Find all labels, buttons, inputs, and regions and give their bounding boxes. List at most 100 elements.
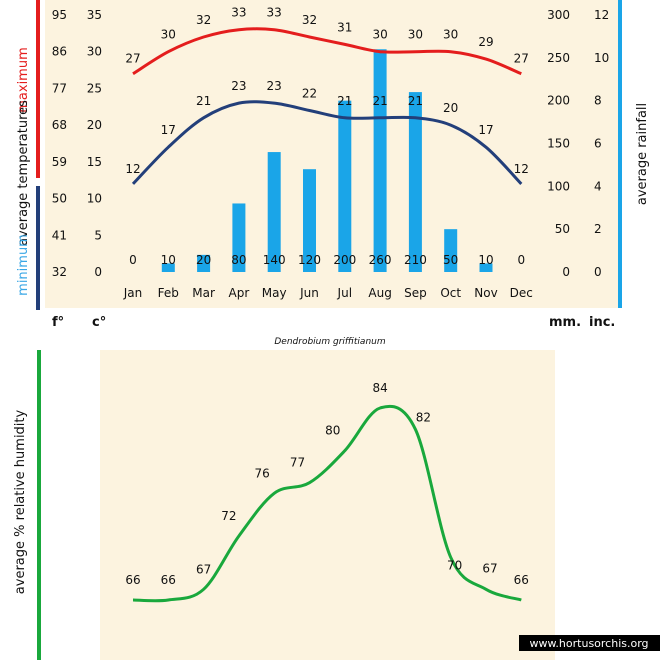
humidity-label: 66 <box>514 573 529 587</box>
rainfall-bar <box>232 203 246 272</box>
rainfall-label: 50 <box>443 253 458 267</box>
average-temperatures-label: average temperatures <box>16 100 31 246</box>
minimum-temperature-label: 17 <box>478 123 493 137</box>
minimum-temperature-label: 21 <box>196 94 211 108</box>
celsius-tick: 35 <box>87 8 102 22</box>
rainfall-bar <box>267 152 281 272</box>
minimum-temperature-label: 17 <box>161 123 176 137</box>
average-rainfall-label: average rainfall <box>635 103 650 205</box>
humidity-label: 77 <box>290 456 305 470</box>
rainfall-bar <box>197 254 211 272</box>
humidity-label: 82 <box>416 410 431 424</box>
fahrenheit-tick: 77 <box>52 81 67 95</box>
unit-fahrenheit: f° <box>52 315 64 330</box>
humidity-panel-background <box>100 350 555 660</box>
month-label: Jun <box>299 286 319 300</box>
rainfall-label: 80 <box>231 253 246 267</box>
celsius-tick: 15 <box>87 155 102 169</box>
humidity-label: 67 <box>196 562 211 576</box>
credit-text: www.hortusorchis.org <box>529 637 648 650</box>
inch-tick: 6 <box>594 137 602 151</box>
unit-celsius: c° <box>92 315 106 330</box>
minimum-axis-bar <box>36 186 40 310</box>
rainfall-label: 20 <box>196 253 211 267</box>
minimum-temperature-label: 12 <box>514 162 529 176</box>
minimum-temperature-label: 21 <box>337 94 352 108</box>
celsius-tick: 10 <box>87 192 102 206</box>
month-label: Oct <box>440 286 461 300</box>
minimum-temperature-label: 21 <box>408 94 423 108</box>
maximum-axis-bar <box>36 0 40 178</box>
inch-tick: 10 <box>594 51 609 65</box>
minimum-temperature-label: 22 <box>302 86 317 100</box>
rainfall-label: 10 <box>478 253 493 267</box>
month-label: May <box>262 286 287 300</box>
inch-tick: 12 <box>594 8 609 22</box>
mm-tick: 0 <box>562 265 570 279</box>
fahrenheit-tick: 59 <box>52 155 67 169</box>
month-label: Aug <box>368 286 391 300</box>
maximum-temperature-line <box>132 27 522 76</box>
maximum-temperature-label: 27 <box>514 52 529 66</box>
month-label: Nov <box>474 286 497 300</box>
maximum-temperature-label: 30 <box>161 28 176 42</box>
minimum-temperature-label: 23 <box>231 79 246 93</box>
rainfall-label: 0 <box>129 253 137 267</box>
month-label: Mar <box>192 286 215 300</box>
humidity-label: 76 <box>255 466 270 480</box>
humidity-line <box>132 404 522 603</box>
unit-mm: mm. <box>549 315 581 330</box>
maximum-temperature-label: 30 <box>443 28 458 42</box>
rainfall-bar <box>444 229 458 272</box>
maximum-temperature-label: 32 <box>196 13 211 27</box>
fahrenheit-tick: 68 <box>52 118 67 132</box>
maximum-temperature-label: 29 <box>478 35 493 49</box>
maximum-temperature-label: 33 <box>231 6 246 20</box>
humidity-axis-label: average % relative humidity <box>13 409 28 594</box>
fahrenheit-tick: 32 <box>52 265 67 279</box>
inch-tick: 0 <box>594 265 602 279</box>
rainfall-label: 210 <box>404 253 427 267</box>
rainfall-bar <box>338 100 352 273</box>
rainfall-axis-bar <box>618 0 622 308</box>
mm-tick: 200 <box>547 94 570 108</box>
mm-tick: 100 <box>547 179 570 193</box>
month-label: Jul <box>337 286 352 300</box>
minimum-temperature-label: 21 <box>372 94 387 108</box>
maximum-temperature-label: 27 <box>125 52 140 66</box>
rainfall-label: 10 <box>161 253 176 267</box>
month-label: Apr <box>229 286 250 300</box>
top-panel-background <box>45 0 620 308</box>
minimum-temperature-label: 12 <box>125 162 140 176</box>
maximum-temperature-label: 32 <box>302 13 317 27</box>
rainfall-bar <box>373 49 387 273</box>
humidity-label: 66 <box>125 573 140 587</box>
rainfall-bar <box>303 169 316 272</box>
month-label: Dec <box>510 286 533 300</box>
mm-tick: 150 <box>547 137 570 151</box>
species-name: Dendrobium griffitianum <box>274 337 385 347</box>
rainfall-label: 0 <box>517 253 525 267</box>
fahrenheit-tick: 41 <box>52 228 67 242</box>
month-label: Jan <box>123 286 143 300</box>
rainfall-bar <box>161 263 175 272</box>
humidity-label: 84 <box>372 381 387 395</box>
maximum-temperature-label: 33 <box>267 6 282 20</box>
minimum-temperature-label: 20 <box>443 101 458 115</box>
fahrenheit-tick: 86 <box>52 45 67 59</box>
inch-tick: 2 <box>594 222 602 236</box>
minimum-temperature-label: 23 <box>267 79 282 93</box>
maximum-temperature-label: 30 <box>408 28 423 42</box>
celsius-tick: 30 <box>87 45 102 59</box>
humidity-label: 66 <box>161 573 176 587</box>
mm-tick: 300 <box>547 8 570 22</box>
minimum-label: minimum <box>16 234 31 296</box>
maximum-temperature-label: 30 <box>372 28 387 42</box>
unit-inch: inc. <box>589 315 615 330</box>
rainfall-label: 260 <box>369 253 392 267</box>
humidity-label: 80 <box>325 424 340 438</box>
rainfall-label: 140 <box>263 253 286 267</box>
credit-background <box>519 635 660 651</box>
rainfall-bar <box>408 92 422 272</box>
